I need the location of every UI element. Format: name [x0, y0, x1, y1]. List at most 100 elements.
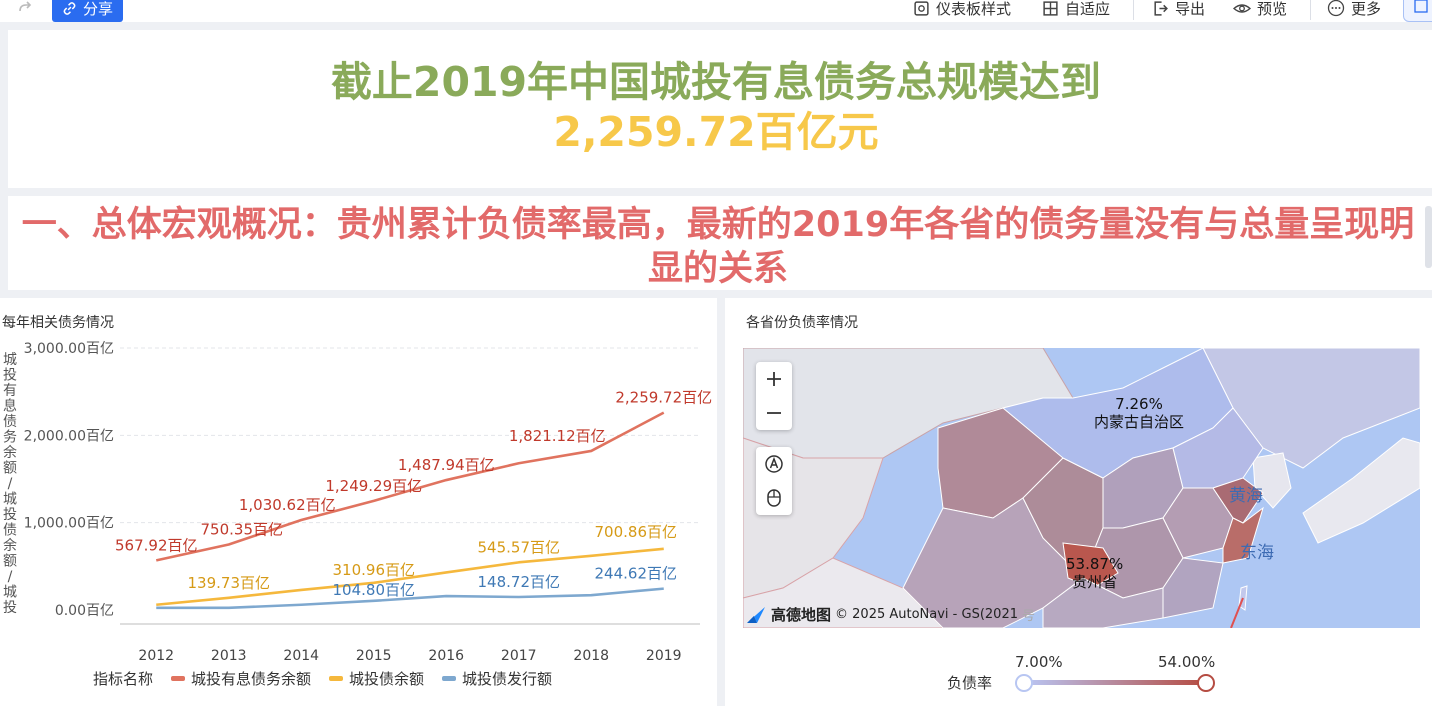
province-region[interactable] [1222, 506, 1264, 564]
panel-icon [1414, 0, 1428, 13]
compass-button[interactable] [756, 447, 792, 481]
province-region[interactable] [1042, 577, 1164, 628]
y-axis-title-char: 务 [3, 430, 17, 446]
y-axis-title-char: 余 [3, 537, 17, 554]
series-line[interactable] [156, 547, 664, 607]
visualmap-max: 54.00% [1158, 653, 1216, 671]
headline-title: 截止2019年中国城投有息债务总规模达到 [330, 58, 1102, 106]
redo-icon[interactable] [16, 0, 34, 20]
visualmap-label: 负债率 [947, 674, 993, 692]
y-axis-title-char: / [8, 569, 13, 585]
share-button[interactable]: 分享 [52, 0, 123, 22]
more-label: 更多 [1351, 0, 1382, 18]
export-icon [1154, 0, 1168, 16]
data-label: 139.73百亿 [188, 574, 271, 592]
zoom-in-button[interactable] [756, 362, 792, 396]
line-chart: 城投有息债务余额/城投债余额/城投 0.00百亿1,000.00百亿2,000.… [3, 341, 712, 664]
legend-label: 城投债余额 [349, 670, 425, 688]
x-tick-label: 2015 [356, 648, 392, 664]
visualmap-min: 7.00% [1015, 653, 1063, 671]
more-icon [1327, 0, 1345, 17]
x-tick-label: 2018 [573, 648, 609, 664]
province-map[interactable] [743, 348, 1420, 628]
data-label: 1,249.29百亿 [325, 477, 422, 495]
map-label-value: 7.26% [1115, 395, 1163, 413]
preview-label: 预览 [1257, 0, 1288, 18]
province-region[interactable] [1212, 477, 1264, 524]
section-title-clip: 一、总体宏观概况：贵州累计负债率最高，最新的2019年各省的债务量没有与总量呈现… [8, 196, 1418, 290]
x-tick-label: 2016 [428, 648, 464, 664]
legend-label: 城投债发行额 [462, 670, 553, 688]
map-label-guizhou: 53.87% 贵州省 [1066, 555, 1123, 591]
data-label: 244.62百亿 [595, 565, 678, 583]
sea-label-east-sea: 东海 [1240, 543, 1274, 563]
boundary-line [1230, 597, 1244, 628]
data-label: 545.57百亿 [478, 538, 561, 556]
attribution-tail: 号 [1021, 609, 1035, 624]
y-tick-label: 0.00百亿 [55, 603, 114, 619]
foreign-land [1302, 437, 1420, 544]
section-panel [8, 196, 1432, 290]
toolbar-divider [1310, 0, 1311, 20]
y-axis-title-char: 城 [3, 492, 17, 508]
legend-swatch [329, 676, 344, 681]
share-label: 分享 [82, 0, 113, 18]
mouse-icon [767, 489, 781, 507]
scrollbar[interactable] [1425, 206, 1432, 268]
adaptive-button[interactable]: 自适应 [1042, 0, 1110, 20]
data-label: 104.80百亿 [333, 581, 416, 599]
x-tick-label: 2017 [501, 648, 537, 664]
y-axis-title-char: / [8, 476, 13, 492]
line-chart-card [0, 298, 717, 706]
side-panel-toggle[interactable] [1403, 0, 1432, 22]
y-axis-title-char: 债 [3, 414, 17, 430]
data-label: 1,487.94百亿 [398, 456, 495, 474]
legend-item-bond-balance[interactable]: 城投债余额 [329, 668, 424, 689]
dashboard-style-label: 仪表板样式 [936, 0, 1012, 18]
grid-icon [1043, 0, 1058, 16]
y-axis-title-char: 城 [3, 585, 17, 601]
x-tick-label: 2013 [211, 648, 247, 664]
amap-logo-icon [747, 606, 765, 623]
x-tick-label: 2019 [646, 648, 682, 664]
visualmap-min-handle[interactable] [1015, 674, 1033, 692]
eye-icon [1233, 3, 1251, 13]
data-label: 1,030.62百亿 [239, 496, 336, 514]
legend-item-interest-debt[interactable]: 城投有息债务余额 [171, 668, 311, 689]
headline-total: 2,259.72百亿元 [553, 108, 879, 156]
map-label-inner-mongolia: 7.26% 内蒙古自治区 [1094, 395, 1184, 431]
preview-button[interactable]: 预览 [1233, 0, 1287, 20]
data-label: 700.86百亿 [595, 523, 678, 541]
toolbar-divider [1133, 0, 1134, 20]
series-line[interactable] [156, 587, 664, 610]
y-axis-title-char: 城 [3, 352, 17, 368]
visualmap-max-handle[interactable] [1197, 674, 1215, 692]
y-axis-title-char: 息 [3, 398, 17, 415]
dashboard-style-button[interactable]: 仪表板样式 [913, 0, 1011, 20]
y-axis-title-char: 债 [3, 523, 17, 539]
data-label: 2,259.72百亿 [615, 389, 712, 407]
mouse-mode-button[interactable] [756, 481, 792, 515]
map-label-value: 53.87% [1066, 555, 1124, 573]
top-toolbar: 分享 仪表板样式 自适应 导出 预览 更多 [0, 0, 1432, 22]
zoom-controls [756, 362, 792, 430]
section-title: 一、总体宏观概况：贵州累计负债率最高，最新的2019年各省的债务量没有与总量呈现… [21, 205, 1415, 289]
legend-item-bond-issuance[interactable]: 城投债发行额 [442, 668, 552, 689]
visualmap-gradient [1024, 680, 1205, 685]
legend-title: 指标名称 [93, 670, 154, 688]
line-legend: 指标名称 城投有息债务余额 城投债余额 城投债发行额 [93, 668, 552, 689]
y-axis-title-char: 额 [3, 554, 17, 570]
legend-label: 城投有息债务余额 [191, 670, 312, 688]
data-label: 567.92百亿 [115, 536, 198, 554]
zoom-out-button[interactable] [756, 396, 792, 430]
more-button[interactable]: 更多 [1327, 0, 1381, 20]
map-title: 各省份负债率情况 [746, 315, 858, 331]
y-axis-title: 城投有息债务余额/城投债余额/城投 [3, 352, 17, 616]
province-guizhou[interactable] [1062, 542, 1119, 589]
series-line[interactable] [155, 411, 665, 562]
y-axis-title-char: 有 [3, 383, 17, 399]
map-attribution: 高德地图 © 2025 AutoNavi - GS(2021 号 [745, 604, 1035, 625]
legend-swatch [442, 676, 457, 681]
export-button[interactable]: 导出 [1152, 0, 1205, 20]
map-tools [756, 447, 792, 515]
